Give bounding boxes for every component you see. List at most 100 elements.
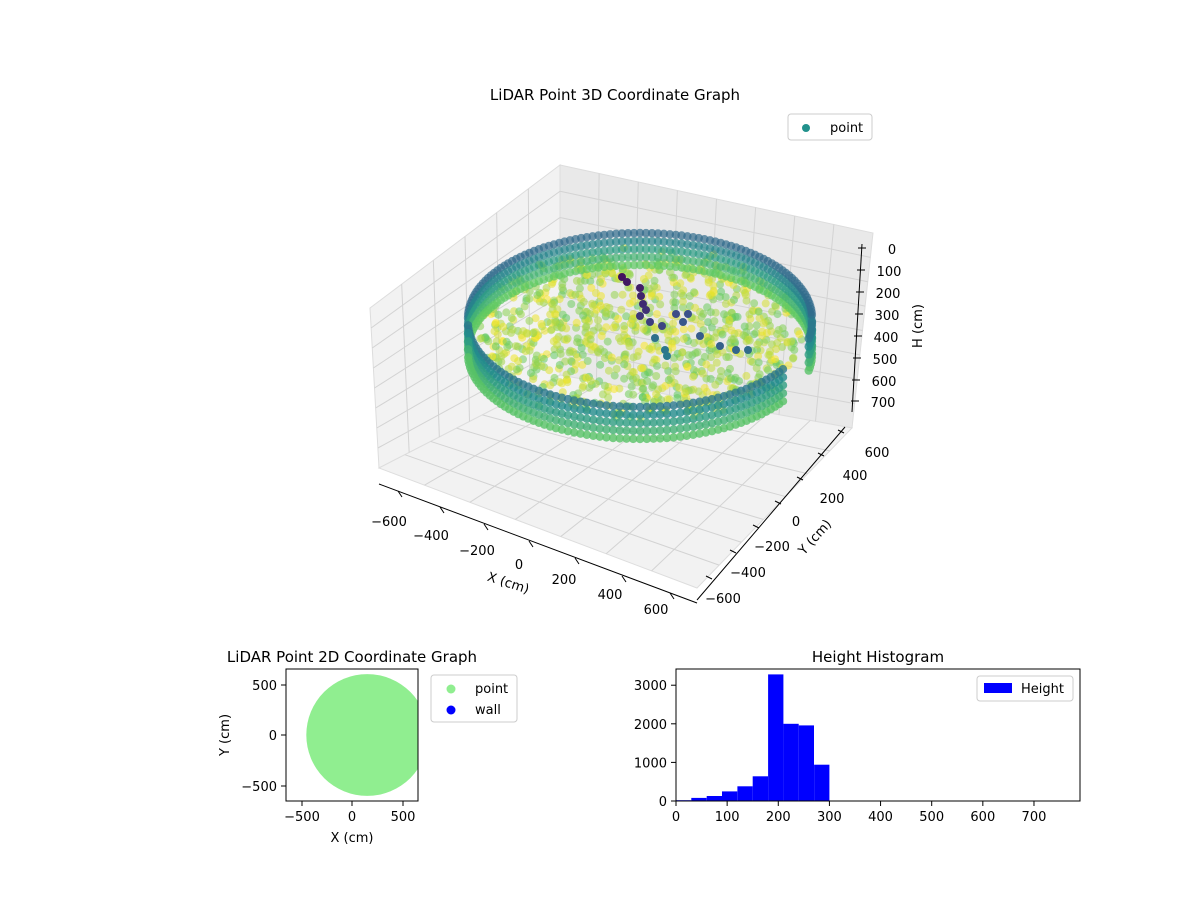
- point-3d: [735, 377, 744, 386]
- point-3d: [507, 314, 516, 323]
- point-3d: [463, 353, 473, 362]
- point-3d: [602, 433, 611, 442]
- point-3d: [727, 326, 736, 335]
- point-3d: [788, 354, 797, 363]
- point-3d: [667, 339, 676, 348]
- point-3d: [689, 414, 698, 423]
- point-3d: [620, 374, 629, 383]
- point-3d: [678, 348, 687, 357]
- point-3d: [662, 409, 672, 419]
- point-3d: [589, 407, 598, 416]
- point-3d: [629, 228, 639, 238]
- point-3d: [790, 345, 799, 354]
- point-3d: [698, 369, 707, 378]
- point-3d: [508, 325, 517, 334]
- point-3d: [546, 381, 555, 390]
- point-3d: [611, 229, 621, 238]
- point-3d: [750, 299, 759, 308]
- point-3d: [576, 405, 585, 414]
- point-3d: [676, 416, 685, 425]
- z-tick-label: 500: [873, 353, 898, 368]
- point-3d: [649, 402, 658, 411]
- point-3d: [662, 433, 672, 443]
- hist-title: Height Histogram: [812, 648, 944, 666]
- point-3d: [549, 337, 558, 346]
- point-3d: [676, 279, 685, 288]
- point-3d: [635, 410, 645, 420]
- z-ticks-3d: 0 100 200 300 400 500 600 700: [851, 243, 901, 411]
- point-3d: [587, 283, 596, 292]
- legend-label-height: Height: [1021, 682, 1064, 697]
- x-tick-label: 0: [672, 810, 680, 825]
- point-3d: [649, 434, 658, 443]
- point-3d: [635, 402, 645, 412]
- point-3d: [502, 308, 511, 317]
- point-3d: [633, 352, 642, 361]
- point-3d: [525, 346, 534, 355]
- point-3d: [588, 299, 597, 308]
- point-3d: [642, 418, 651, 428]
- point-3d: [653, 253, 663, 262]
- legend-marker-point: [802, 124, 810, 132]
- point-3d: [502, 337, 511, 346]
- point-3d: [551, 318, 559, 327]
- point-3d: [589, 415, 598, 424]
- point-3d: [679, 325, 688, 334]
- point-3d: [562, 324, 571, 333]
- point-3d: [563, 334, 572, 343]
- point-3d: [754, 358, 763, 367]
- point-3d: [623, 237, 633, 246]
- point-3d: [643, 377, 652, 385]
- point-3d: [742, 296, 751, 305]
- point-3d: [558, 283, 567, 292]
- hist-bar: [706, 796, 722, 801]
- legend-label-point: point: [475, 682, 508, 697]
- point-3d: [663, 395, 672, 404]
- point-3d: [583, 357, 592, 365]
- point-3d: [545, 366, 554, 375]
- point-3d: [721, 293, 730, 302]
- point-3d: [642, 434, 651, 444]
- plot-histogram: Height Histogram 0 100 200 300 400 500 600 700 …: [634, 648, 1081, 825]
- point-3d: [638, 364, 647, 373]
- point-3d: [615, 434, 624, 443]
- point-3d: [615, 410, 624, 419]
- legend-marker-wall: [446, 705, 456, 715]
- point-3d: [595, 278, 604, 287]
- z-tick-label: 400: [874, 331, 899, 346]
- point-3d: [593, 347, 602, 356]
- point-3d: [656, 402, 665, 411]
- point-3d: [622, 426, 631, 435]
- point-3d: [534, 358, 542, 367]
- point-3d: [629, 434, 638, 444]
- point-3d: [605, 230, 615, 239]
- point-3d: [772, 345, 781, 354]
- point-3d: [610, 385, 619, 394]
- point-3d: [629, 297, 638, 306]
- point-3d: [753, 340, 762, 349]
- point-3d: [652, 372, 661, 380]
- point-3d: [687, 324, 696, 333]
- point-3d: [679, 334, 688, 343]
- point-3d: [669, 417, 678, 426]
- point-3d: [604, 366, 613, 375]
- point-3d: [730, 295, 738, 304]
- point-3d: [572, 276, 581, 285]
- point-3d: [608, 425, 618, 435]
- point-3d: [614, 314, 623, 323]
- point-3d: [755, 370, 764, 379]
- legend-3d: point: [787, 113, 873, 141]
- point-3d: [585, 383, 594, 392]
- grid-line: [370, 190, 561, 329]
- point-3d: [579, 311, 588, 320]
- point-3d: [635, 228, 645, 238]
- x-tick-label: 0: [348, 810, 356, 825]
- point-3d: [710, 333, 719, 342]
- point-3d: [615, 426, 624, 435]
- grid-line: [404, 454, 720, 566]
- hist-bar: [722, 791, 738, 801]
- point-3d: [499, 322, 508, 331]
- point-3d: [602, 425, 611, 434]
- point-3d: [635, 252, 645, 262]
- point-3d: [661, 361, 670, 370]
